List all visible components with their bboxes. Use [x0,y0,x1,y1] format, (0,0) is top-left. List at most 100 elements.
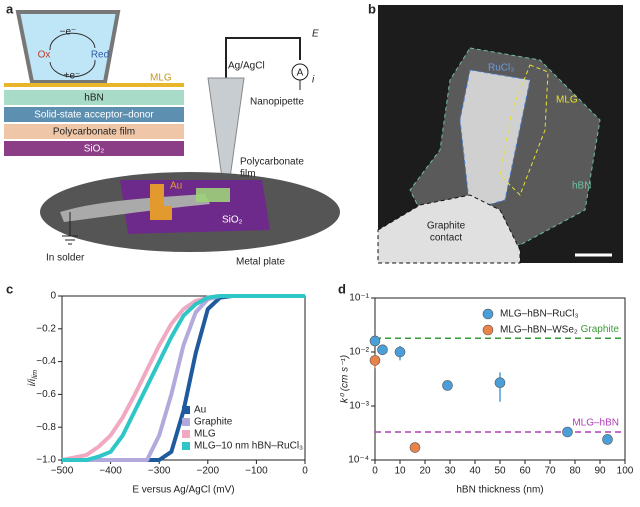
label: Ox [38,50,51,61]
point [602,434,613,445]
x-tick-label: 20 [419,466,431,477]
panel-a: a −e⁻ Ox Red +e⁻ MLG hBN Solid-state acc… [4,1,340,268]
legend-swatch [182,430,190,438]
legend-swatch [182,418,190,426]
label: Nanopipette [250,97,304,108]
x-tick-label: 50 [494,466,506,477]
label: RuCl₃ [488,63,514,74]
reference-label: Graphite [581,324,620,335]
flake [459,69,531,211]
x-tick-label: −300 [148,466,171,477]
x-tick-label: 0 [372,466,378,477]
point [442,380,453,391]
legend-label: MLG–10 nm hBN–RuCl₃ [194,441,303,452]
label: hBN [572,181,591,192]
label: In solder [46,253,85,264]
label: Red [91,50,109,61]
y-axis-label-sub: lim [32,370,39,379]
panel-label: c [6,281,13,296]
sample [196,188,230,202]
panel-label: a [6,1,14,16]
y-axis-label: i/ilim [27,370,39,386]
point [369,355,381,366]
reference-label: MLG–hBN [572,418,619,429]
x-tick-label: 30 [444,466,456,477]
layer [4,90,184,105]
label: −e⁻ [60,27,77,38]
pad [150,206,172,220]
x-tick-label: 0 [302,466,308,477]
legend-swatch [182,442,190,450]
label: MLG [150,73,172,84]
electrolyte-cell [15,10,121,84]
label: SiO₂ [222,215,243,226]
x-tick-label: 90 [594,466,606,477]
y-axis-label-main: i/i [27,378,38,386]
legend-label: MLG–hBN–WSe₂ [500,325,578,336]
x-tick-label: 70 [544,466,556,477]
label: Polycarbonate [240,157,304,168]
label: contact [430,233,462,244]
y-tick-label: −1.0 [36,455,56,466]
label: film [240,169,256,180]
legend-swatch [482,324,494,336]
line [62,294,305,462]
x-axis-label: hBN thickness (nm) [456,485,543,496]
legend-label: Au [194,405,206,416]
ground [62,212,78,245]
x-tick-label: 40 [469,466,481,477]
panel-label: d [338,281,346,296]
contact [377,194,521,264]
point [394,346,406,358]
label: A [297,68,304,79]
label: SiO₂ [84,144,105,155]
label: E [312,29,319,40]
layer [4,107,184,122]
arrow [49,59,96,78]
x-tick-label: 10 [394,466,406,477]
legend-swatch [182,406,190,414]
plot-frame [61,295,306,461]
label: hBN [84,93,103,104]
panel-label: b [368,1,376,16]
y-axis-label: k⁰ (cm s⁻¹) [340,355,351,403]
layer [4,141,184,156]
solder [60,194,210,222]
x-tick-label: −100 [245,466,268,477]
label: Ag/AgCl [228,61,265,72]
legend-label: MLG–hBN–RuCl₃ [500,309,579,320]
y-tick-label: 10⁻² [349,347,369,358]
x-tick-label: 80 [569,466,581,477]
x-tick-label: −200 [197,466,220,477]
y-tick-label: 10⁻⁴ [348,455,369,466]
outline [499,64,549,196]
y-tick-label: −0.2 [36,323,56,334]
arrow [49,32,96,51]
x-axis-label: E versus Ag/AgCl (mV) [132,485,234,496]
label: Metal plate [236,257,285,268]
y-tick-label: −0.4 [36,356,56,367]
panel-b: b RuCl₃ MLG hBN Graphite contact [368,1,623,264]
point [409,442,421,453]
legend-label: Graphite [194,417,233,428]
legend-label: MLG [194,429,216,440]
label: MLG [556,95,578,106]
x-tick-label: −500 [51,466,74,477]
label: Solid-state acceptor–donor [34,110,154,121]
label: i [312,75,315,86]
y-tick-label: 10⁻³ [349,401,369,412]
x-tick-label: −400 [99,466,122,477]
y-tick-label: 0 [50,291,56,302]
nanopipette [207,77,245,179]
point [369,335,381,347]
label: Au [170,181,182,192]
label: +e⁻ [64,71,81,82]
y-tick-label: −0.8 [36,422,56,433]
legend-swatch [482,308,494,320]
layer [4,124,184,139]
point [562,426,573,438]
point [377,344,388,356]
layer [4,83,184,87]
label: Polycarbonate film [53,127,135,138]
